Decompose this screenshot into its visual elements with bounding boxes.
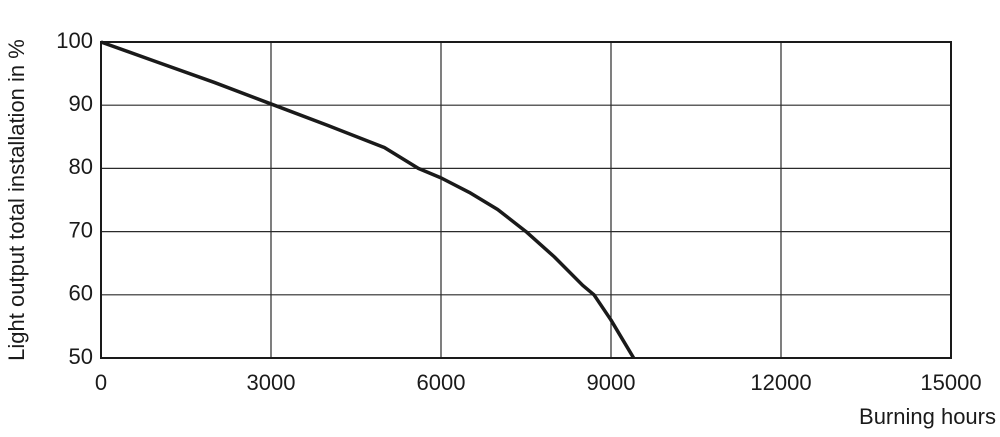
plot-frame bbox=[100, 41, 952, 359]
y-tick-label: 50 bbox=[69, 344, 93, 369]
x-tick-label: 9000 bbox=[587, 370, 636, 395]
data-line bbox=[100, 40, 636, 359]
y-tick-label: 70 bbox=[69, 217, 93, 242]
y-tick-label: 80 bbox=[69, 154, 93, 179]
x-tick-label: 12000 bbox=[750, 370, 811, 395]
x-tick-label: 3000 bbox=[247, 370, 296, 395]
y-tick-label: 60 bbox=[69, 281, 93, 306]
x-axis-label: Burning hours bbox=[859, 404, 996, 429]
x-tick-label: 0 bbox=[95, 370, 107, 395]
y-tick-label: 100 bbox=[56, 28, 93, 53]
x-tick-label: 15000 bbox=[920, 370, 981, 395]
y-tick-label: 90 bbox=[69, 91, 93, 116]
x-tick-label: 6000 bbox=[417, 370, 466, 395]
y-axis-label: Light output total installation in % bbox=[4, 39, 29, 361]
